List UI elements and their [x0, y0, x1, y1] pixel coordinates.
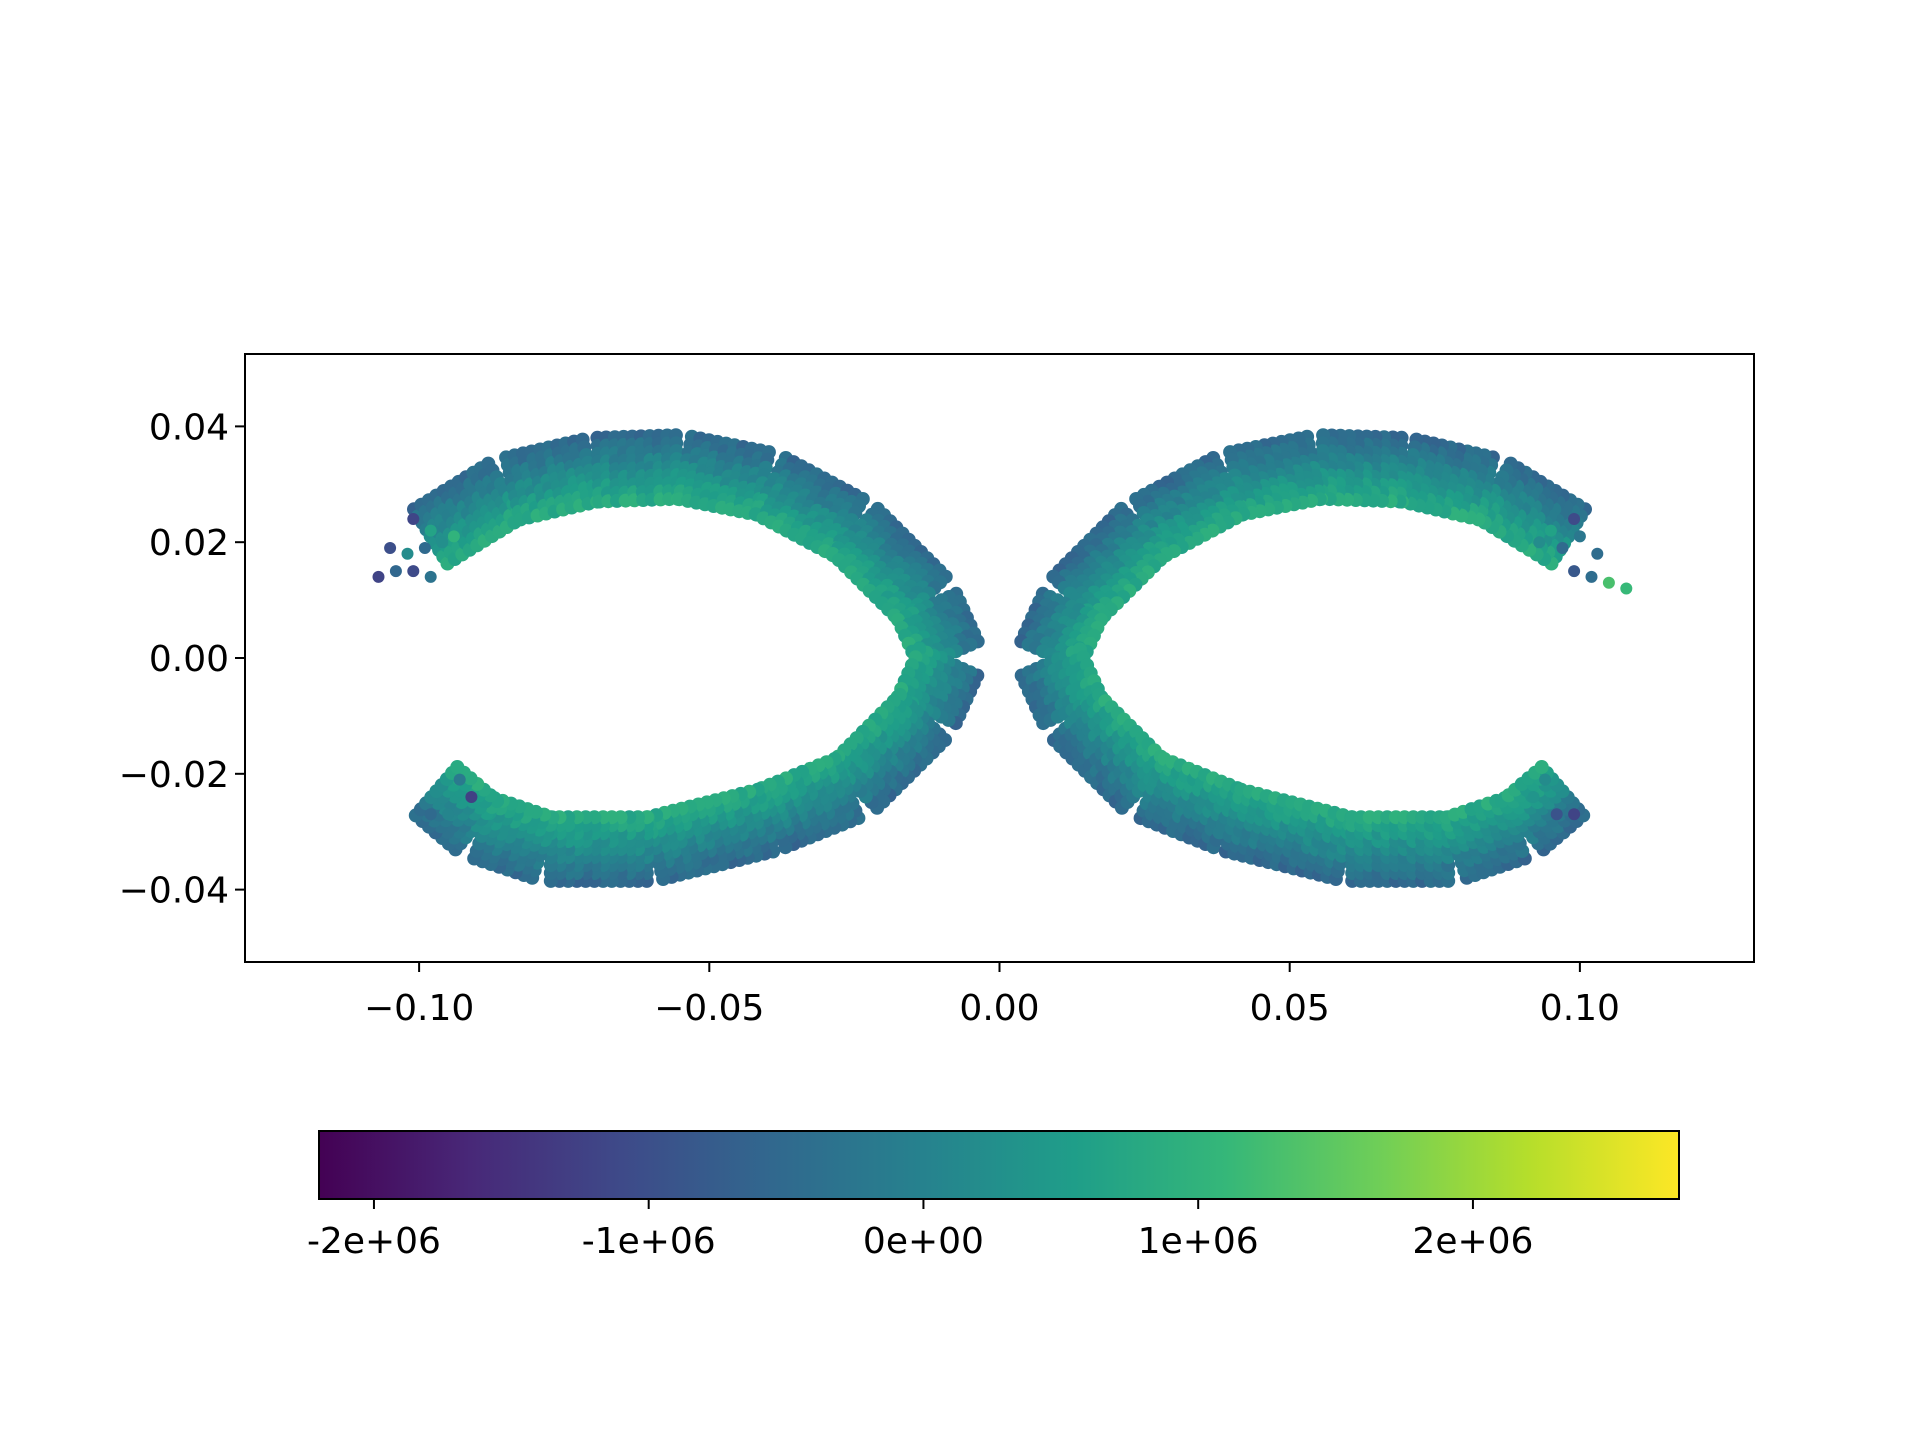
- x-tick-label: −0.05: [654, 988, 764, 1029]
- colorbar-tick-label: 2e+06: [1412, 1221, 1533, 1262]
- scatter-point: [418, 542, 431, 554]
- plot-area: −0.10 −0.05 0.00 0.05 0.10 0.04 0.02 0.00 −0.02…: [119, 353, 1755, 1029]
- colorbar-gradient: [319, 1131, 1679, 1199]
- scatter-point: [407, 513, 420, 525]
- scatter-point: [1533, 536, 1546, 549]
- scatter-point: [1556, 542, 1569, 554]
- scatter-point: [401, 547, 414, 560]
- colorbar-ticks: -2e+06 -1e+06 0e+00 1e+06 2e+06: [307, 1199, 1533, 1262]
- x-tick-label: −0.10: [364, 988, 474, 1029]
- scatter-point: [1568, 565, 1581, 578]
- scatter-point: [384, 542, 397, 554]
- axes-frame: [244, 353, 1755, 963]
- scatter-point: [1573, 530, 1586, 543]
- scatter-tail-points: [372, 513, 1633, 821]
- scatter-point: [442, 808, 455, 821]
- scatter-point: [424, 524, 437, 537]
- scatter-point: [465, 791, 478, 803]
- scatter-point: [1550, 808, 1563, 821]
- y-tick-label: 0.02: [149, 523, 229, 564]
- scatter-point: [453, 773, 466, 786]
- y-tick-label: −0.04: [119, 871, 229, 912]
- x-axis: −0.10 −0.05 0.00 0.05 0.10: [364, 962, 1620, 1029]
- scatter-point: [1527, 791, 1540, 803]
- scatter-series: [1014, 428, 1592, 888]
- scatter-series: [407, 428, 985, 888]
- colorbar-tick-label: -2e+06: [307, 1221, 441, 1262]
- colorbar-tick-label: 1e+06: [1138, 1221, 1259, 1262]
- scatter-point: [1620, 582, 1633, 595]
- scatter-point: [1591, 547, 1604, 560]
- scatter-point: [424, 808, 437, 821]
- scatter-point: [1585, 570, 1598, 583]
- scatter-point: [424, 570, 437, 583]
- scatter-marks: [372, 428, 1633, 888]
- y-tick-label: 0.00: [149, 639, 229, 680]
- colorbar: -2e+06 -1e+06 0e+00 1e+06 2e+06: [307, 1130, 1680, 1262]
- scatter-point: [436, 536, 449, 549]
- scatter-point: [407, 565, 420, 578]
- scatter-point: [389, 565, 402, 578]
- x-tick-label: 0.10: [1540, 988, 1620, 1029]
- y-tick-label: 0.04: [149, 407, 229, 448]
- scatter-point: [1568, 808, 1581, 821]
- scatter-point: [1534, 760, 1549, 774]
- scatter-point: [1602, 576, 1615, 589]
- scatter-point: [1544, 524, 1557, 537]
- scatter-point: [372, 570, 385, 583]
- x-tick-label: 0.00: [959, 988, 1039, 1029]
- x-tick-label: 0.05: [1250, 988, 1330, 1029]
- colorbar-frame: [318, 1130, 1680, 1200]
- y-axis: 0.04 0.02 0.00 −0.02 −0.04: [119, 407, 245, 912]
- colorbar-tick-label: 0e+00: [863, 1221, 984, 1262]
- colorbar-tick-label: -1e+06: [582, 1221, 716, 1262]
- scatter-point: [1568, 513, 1581, 525]
- scatter-point: [450, 760, 465, 774]
- scatter-point: [447, 530, 460, 543]
- scatter-point: [1539, 773, 1552, 786]
- y-tick-label: −0.02: [119, 755, 229, 796]
